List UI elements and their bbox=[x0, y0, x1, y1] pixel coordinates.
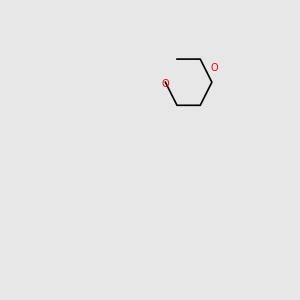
Text: O: O bbox=[162, 79, 169, 89]
Text: O: O bbox=[210, 63, 218, 73]
